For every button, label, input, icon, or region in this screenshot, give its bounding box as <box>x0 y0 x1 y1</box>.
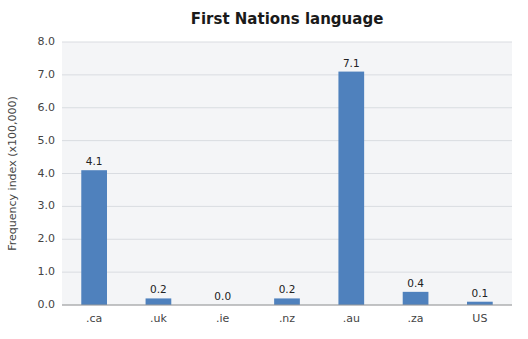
grid-line <box>62 173 512 174</box>
x-tick-label: .za <box>408 312 424 325</box>
data-label: 0.0 <box>214 290 231 302</box>
y-tick-label: 1.0 <box>38 265 56 278</box>
data-label: 0.4 <box>407 277 424 289</box>
grid-line <box>62 272 512 273</box>
x-tick-label: US <box>472 312 487 325</box>
y-tick-label: 6.0 <box>38 101 56 114</box>
bar <box>274 298 300 305</box>
grid-line <box>62 42 512 43</box>
y-tick-label: 7.0 <box>38 68 56 81</box>
y-tick-label: 4.0 <box>38 167 56 180</box>
x-tick-label: .au <box>343 312 360 325</box>
x-tick-label: .ca <box>86 312 102 325</box>
data-label: 0.2 <box>279 283 296 295</box>
plot-area <box>62 42 512 305</box>
grid-line <box>62 206 512 207</box>
grid-line <box>62 140 512 141</box>
y-tick-label: 3.0 <box>38 199 56 212</box>
x-tick-label: .ie <box>216 312 230 325</box>
x-tick-label: .nz <box>279 312 295 325</box>
data-label: 0.1 <box>472 287 489 299</box>
y-tick-label: 0.0 <box>38 298 56 311</box>
bar <box>403 292 429 305</box>
title: First Nations language <box>191 10 384 28</box>
y-tick-label: 5.0 <box>38 134 56 147</box>
bar <box>146 298 172 305</box>
bar <box>81 170 107 305</box>
chart: 0.0 1.0 2.0 3.0 4.0 5.0 6.0 7.0 8.0 4.1 0.2 0.0 0.2 7… <box>0 0 528 339</box>
grid-line <box>62 305 512 306</box>
y-tick-label: 8.0 <box>38 35 56 48</box>
data-label: 7.1 <box>343 57 360 69</box>
grid-line <box>62 74 512 75</box>
x-tick-label: .uk <box>150 312 167 325</box>
data-label: 0.2 <box>150 283 167 295</box>
y-tick-label: 2.0 <box>38 232 56 245</box>
data-label: 4.1 <box>86 155 103 167</box>
grid-line <box>62 107 512 108</box>
bar <box>338 72 364 305</box>
x-axis <box>62 305 512 306</box>
y-axis-label: Frequency index (x100,000) <box>6 96 19 251</box>
grid-line <box>62 239 512 240</box>
bars <box>81 72 492 305</box>
